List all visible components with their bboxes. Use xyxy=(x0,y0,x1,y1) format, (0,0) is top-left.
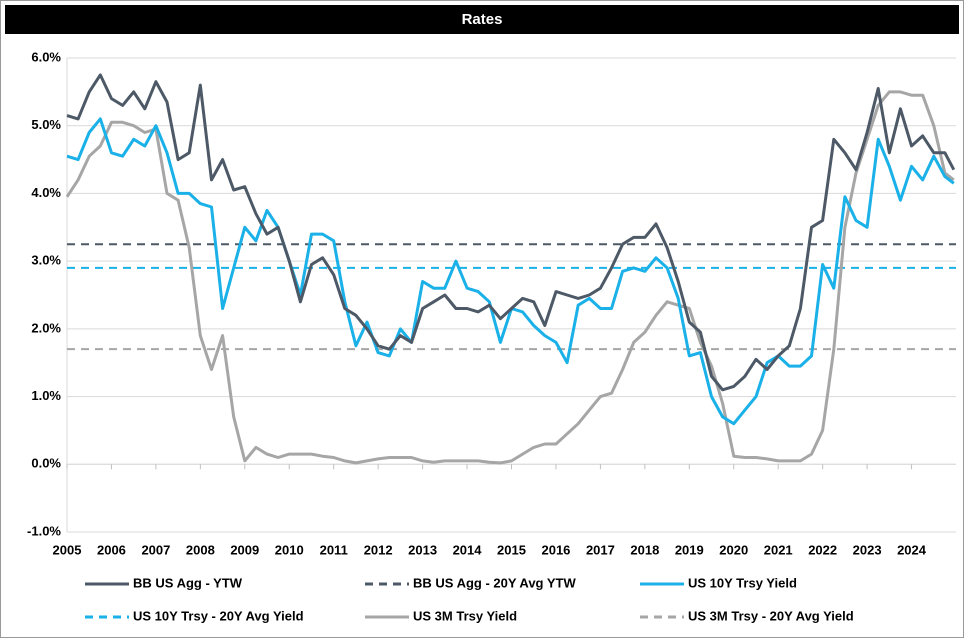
series-line xyxy=(65,90,955,465)
x-tick-label: 2022 xyxy=(808,542,837,557)
chart-title: Rates xyxy=(462,11,503,28)
legend-label: BB US Agg - YTW xyxy=(133,575,243,590)
x-tick-label: 2008 xyxy=(186,542,215,557)
x-tick-label: 2019 xyxy=(675,542,704,557)
y-tick-label: 4.0% xyxy=(31,185,61,200)
x-tick-label: 2006 xyxy=(97,542,126,557)
legend-label: US 10Y Trsy Yield xyxy=(688,575,797,590)
x-tick-label: 2014 xyxy=(453,542,483,557)
x-tick-label: 2023 xyxy=(853,542,882,557)
x-tick-label: 2005 xyxy=(53,542,82,557)
x-tick-label: 2011 xyxy=(320,542,348,557)
y-tick-label: 3.0% xyxy=(31,253,61,268)
legend-label: BB US Agg - 20Y Avg YTW xyxy=(413,575,576,590)
x-tick-label: 2020 xyxy=(719,542,748,557)
y-tick-label: -1.0% xyxy=(27,523,61,538)
series-line xyxy=(66,73,956,392)
legend-label: US 3M Trsy - 20Y Avg Yield xyxy=(688,608,854,623)
title-bar xyxy=(5,5,959,34)
x-tick-label: 2007 xyxy=(141,542,170,557)
x-tick-label: 2013 xyxy=(408,542,437,557)
x-tick-label: 2024 xyxy=(897,542,927,557)
x-tick-label: 2018 xyxy=(630,542,659,557)
y-tick-label: 6.0% xyxy=(31,49,61,64)
y-tick-label: 5.0% xyxy=(31,117,61,132)
legend-label: US 10Y Trsy - 20Y Avg Yield xyxy=(133,608,304,623)
y-tick-label: 1.0% xyxy=(31,388,61,403)
x-tick-label: 2017 xyxy=(586,542,615,557)
y-tick-label: 2.0% xyxy=(31,320,61,335)
legend-label: US 3M Trsy Yield xyxy=(413,608,517,623)
x-tick-label: 2009 xyxy=(230,542,259,557)
x-tick-label: 2012 xyxy=(364,542,393,557)
x-tick-label: 2016 xyxy=(541,542,570,557)
x-tick-label: 2021 xyxy=(764,542,793,557)
x-tick-label: 2015 xyxy=(497,542,526,557)
x-tick-label: 2010 xyxy=(275,542,304,557)
y-tick-label: 0.0% xyxy=(31,456,61,471)
